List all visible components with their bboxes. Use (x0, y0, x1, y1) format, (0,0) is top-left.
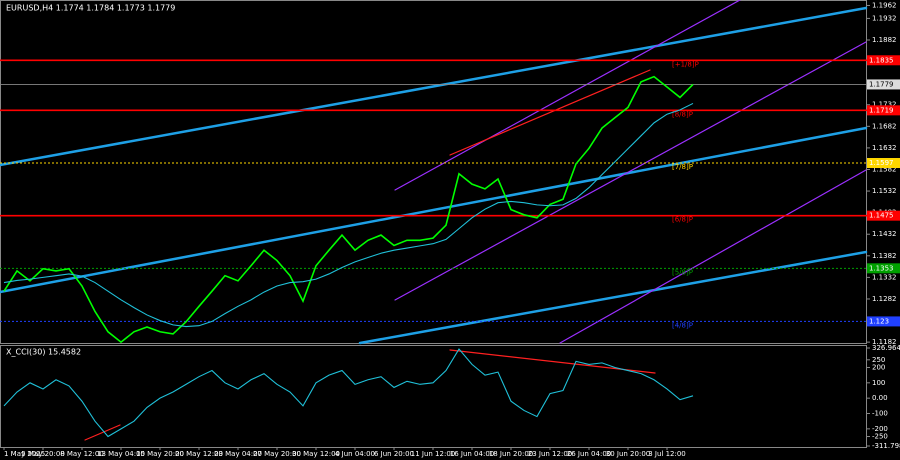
x-tick-label: 5 May 20:00 (21, 450, 65, 458)
x-tick-label: 16 Jun 04:00 (450, 450, 494, 458)
y-tick-label: 1.1382 (872, 252, 897, 260)
x-tick-label: 23 Jun 12:00 (528, 450, 572, 458)
level-label: [+1/8]P (672, 60, 699, 68)
y-tick-label: 100 (872, 379, 885, 387)
trend-line (358, 250, 868, 345)
level-value: 1.123 (869, 317, 889, 325)
x-tick-label: 15 May 20:00 (136, 450, 184, 458)
x-tick-label: 23 May 04:00 (214, 450, 262, 458)
x-tick-label: 30 May 12:00 (292, 450, 340, 458)
trend-line (0, 126, 868, 294)
level-value: 1.1835 (869, 56, 894, 64)
level-box (867, 158, 900, 169)
y-tick-label: 1.1432 (872, 230, 897, 238)
y-tick-label: 1.1682 (872, 122, 897, 130)
y-tick-label: 1.1732 (872, 101, 897, 109)
y-tick-label: 1.1632 (872, 144, 897, 152)
x-tick-label: 1 May 2025 (4, 450, 45, 458)
y-tick-label: 326.9647 (872, 344, 900, 352)
x-tick-label: 27 May 20:00 (253, 450, 301, 458)
level-box (867, 316, 900, 327)
x-tick-label: 30 Jun 20:00 (606, 450, 650, 458)
channel-line (559, 169, 867, 344)
level-label: [6/8]P (672, 216, 693, 224)
level-label: [8/8]P (672, 110, 693, 118)
level-value: 1.1597 (869, 159, 894, 167)
channel-line (394, 41, 867, 301)
x-tick-label: 8 May 12:00 (60, 450, 104, 458)
y-tick-label: 1.1532 (872, 187, 897, 195)
trend-line (0, 6, 868, 167)
main-frame (0, 0, 867, 344)
y-tick-label: 1.1582 (872, 165, 897, 173)
x-tick-label: 26 Jun 04:00 (567, 450, 611, 458)
level-label: [4/8]P (672, 321, 693, 329)
y-tick-label: 1.1182 (872, 338, 897, 346)
level-box (867, 55, 900, 66)
trend-lines (0, 0, 868, 441)
current-price-box (867, 79, 900, 90)
moving-average (3, 102, 694, 328)
level-value: 1.1719 (869, 106, 894, 114)
x-tick-label: 3 Jul 12:00 (648, 450, 686, 458)
x-tick-label: 18 Jun 20:00 (489, 450, 533, 458)
cci-line (3, 348, 694, 438)
channel-line (394, 0, 741, 191)
y-tick-label: 1.1332 (872, 273, 897, 281)
chart-title: EURUSD,H4 1.1774 1.1784 1.1773 1.1779 (6, 4, 175, 13)
y-tick-label: -100 (872, 410, 888, 418)
y-tick-label: 0.00 (872, 394, 888, 402)
y-tick-label: -200 (872, 425, 888, 433)
cci-trend-line (84, 424, 121, 441)
current-price-label: 1.1779 (869, 80, 894, 88)
y-tick-label: -250 (872, 433, 888, 441)
y-tick-label: 1.1882 (872, 36, 897, 44)
resistance-line (449, 69, 651, 156)
level-box (867, 105, 900, 116)
y-tick-label: 1.1932 (872, 14, 897, 22)
level-label: [5/8]P (672, 268, 693, 276)
y-tick-label: -311.798 (872, 442, 900, 450)
price-line (3, 75, 694, 344)
y-tick-label: 1.1962 (872, 1, 897, 9)
x-tick-label: 4 Jun 04:00 (335, 450, 375, 458)
y-tick-label: 200 (872, 363, 885, 371)
cci-title: X_CCI(30) 15.4582 (6, 348, 81, 357)
cci-frame (0, 345, 867, 448)
x-tick-label: 11 Jun 12:00 (411, 450, 455, 458)
y-tick-label: 1.1282 (872, 295, 897, 303)
level-label: [7/8]P (672, 163, 693, 171)
level-value: 1.1475 (869, 212, 894, 220)
y-tick-label: 250 (872, 356, 885, 364)
level-box (867, 210, 900, 221)
x-tick-label: 6 Jun 20:00 (374, 450, 414, 458)
x-tick-label: 13 May 04:00 (97, 450, 145, 458)
x-tick-label: 20 May 12:00 (175, 450, 223, 458)
level-box (867, 263, 900, 274)
level-value: 1.1353 (869, 264, 894, 272)
